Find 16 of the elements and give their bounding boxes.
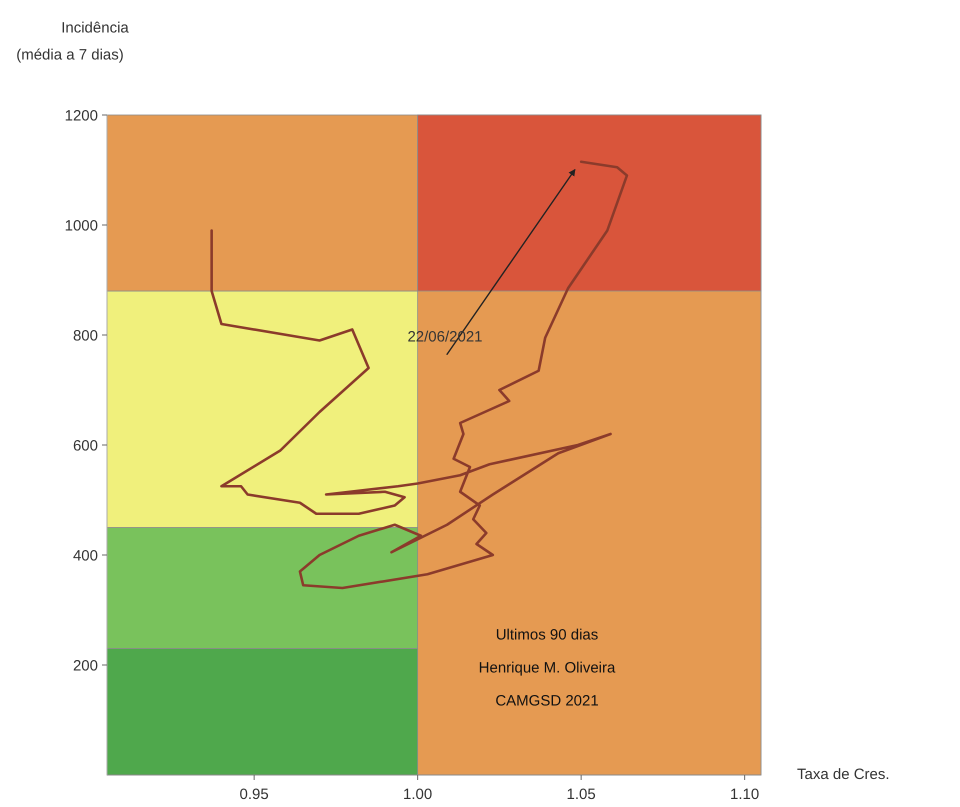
y-axis-title: Incidência (média a 7 dias) <box>16 20 130 64</box>
annotation: Henrique M. Oliveira <box>478 659 616 676</box>
y-tick-label: 1000 <box>64 217 98 234</box>
y-tick-label: 400 <box>72 547 98 564</box>
annotation: CAMGSD 2021 <box>495 692 599 710</box>
x-tick-label: 1.05 <box>566 786 596 803</box>
y-tick-label: 600 <box>72 437 98 454</box>
x-axis-title: Taxa de Cres. <box>797 766 890 783</box>
line-series <box>210 160 628 590</box>
x-tick-label: 1.00 <box>403 786 432 803</box>
y-tick-label: 1200 <box>64 107 98 124</box>
x-tick-label: 1.10 <box>730 786 760 803</box>
annotation: Ultimos 90 dias <box>496 626 598 644</box>
x-tick-label: 0.95 <box>240 786 269 803</box>
y-tick-label: 800 <box>72 327 98 344</box>
y-tick-label: 200 <box>72 657 98 674</box>
